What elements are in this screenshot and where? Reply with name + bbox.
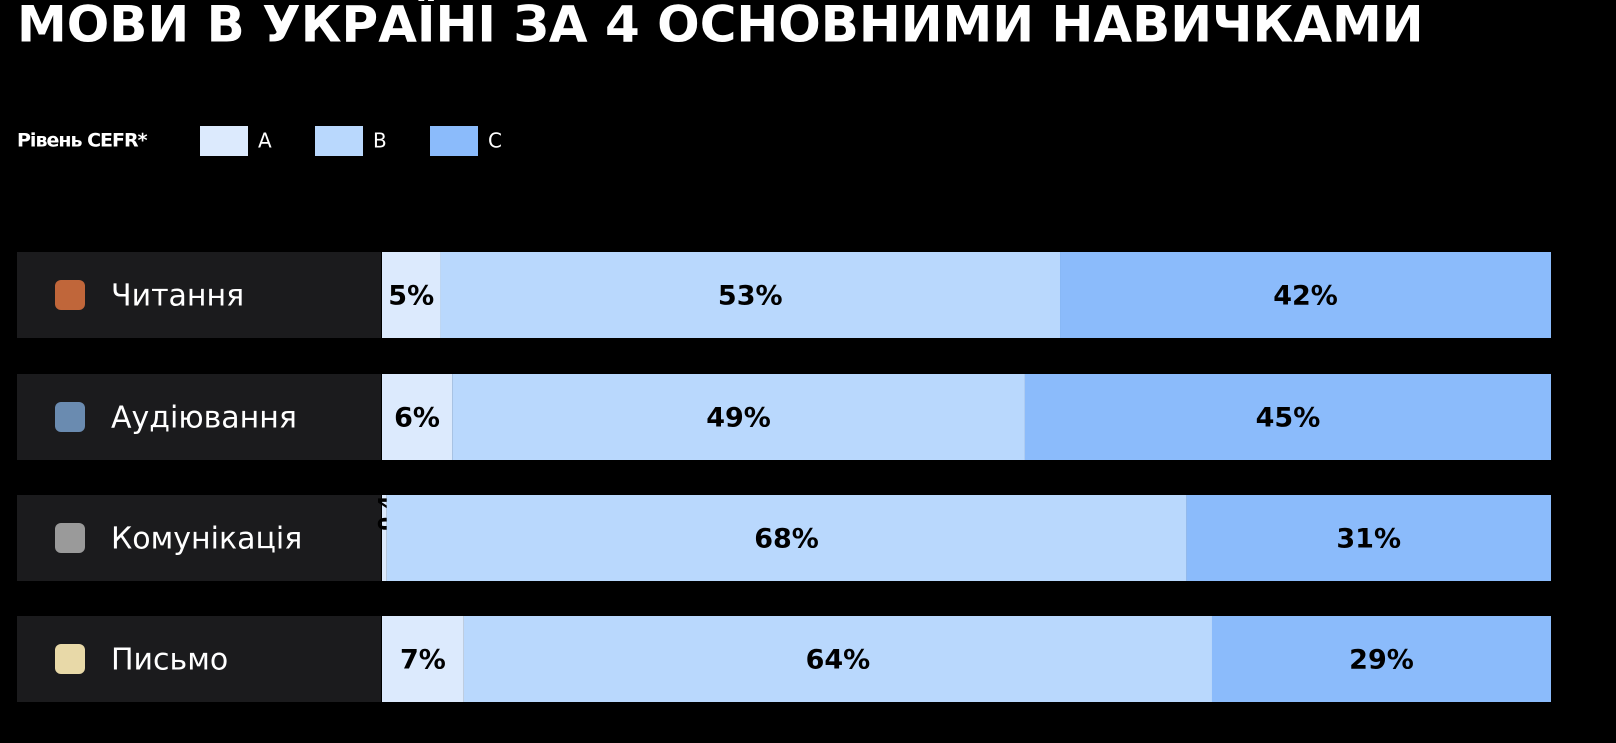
value-label: 53% xyxy=(718,281,783,312)
bar-segment xyxy=(463,616,1212,702)
legend-swatch xyxy=(430,126,478,156)
value-label: 6% xyxy=(394,403,440,434)
value-label: 29% xyxy=(1349,645,1414,676)
value-label: 7% xyxy=(400,645,446,676)
legend-label: A xyxy=(258,129,272,153)
category-label: Аудіювання xyxy=(111,401,297,436)
category-label: Письмо xyxy=(111,643,228,678)
category-label: Читання xyxy=(111,279,244,314)
row-icon xyxy=(55,280,85,310)
bar-segment xyxy=(382,374,453,460)
bar-segment xyxy=(382,495,387,581)
legend-title: Рівень CEFR* xyxy=(17,130,148,152)
legend-swatch xyxy=(315,126,363,156)
bar-segment xyxy=(440,252,1061,338)
bar-segment xyxy=(382,616,464,702)
bar-segment xyxy=(386,495,1187,581)
legend-label: C xyxy=(488,129,502,153)
value-label: 31% xyxy=(1336,524,1401,555)
value-label: 45% xyxy=(1256,403,1321,434)
chart-title: МОВИ В УКРАЇНІ ЗА 4 ОСНОВНИМИ НАВИЧКАМИ xyxy=(17,0,1424,54)
row-icon xyxy=(55,523,85,553)
bar-segment xyxy=(382,252,441,338)
bar-segment xyxy=(1211,616,1551,702)
value-label: 64% xyxy=(806,645,871,676)
bar-segment xyxy=(452,374,1025,460)
bar-segment xyxy=(1060,252,1551,338)
value-label: 5% xyxy=(388,281,434,312)
legend-swatch xyxy=(200,126,248,156)
bar-segment xyxy=(1024,374,1551,460)
bar-segment xyxy=(1186,495,1551,581)
value-label: 49% xyxy=(706,403,771,434)
row-icon xyxy=(55,402,85,432)
category-label: Комунікація xyxy=(111,522,302,557)
value-label: 68% xyxy=(754,524,819,555)
legend-label: B xyxy=(373,129,387,153)
row-icon xyxy=(55,644,85,674)
value-label: 42% xyxy=(1273,281,1338,312)
